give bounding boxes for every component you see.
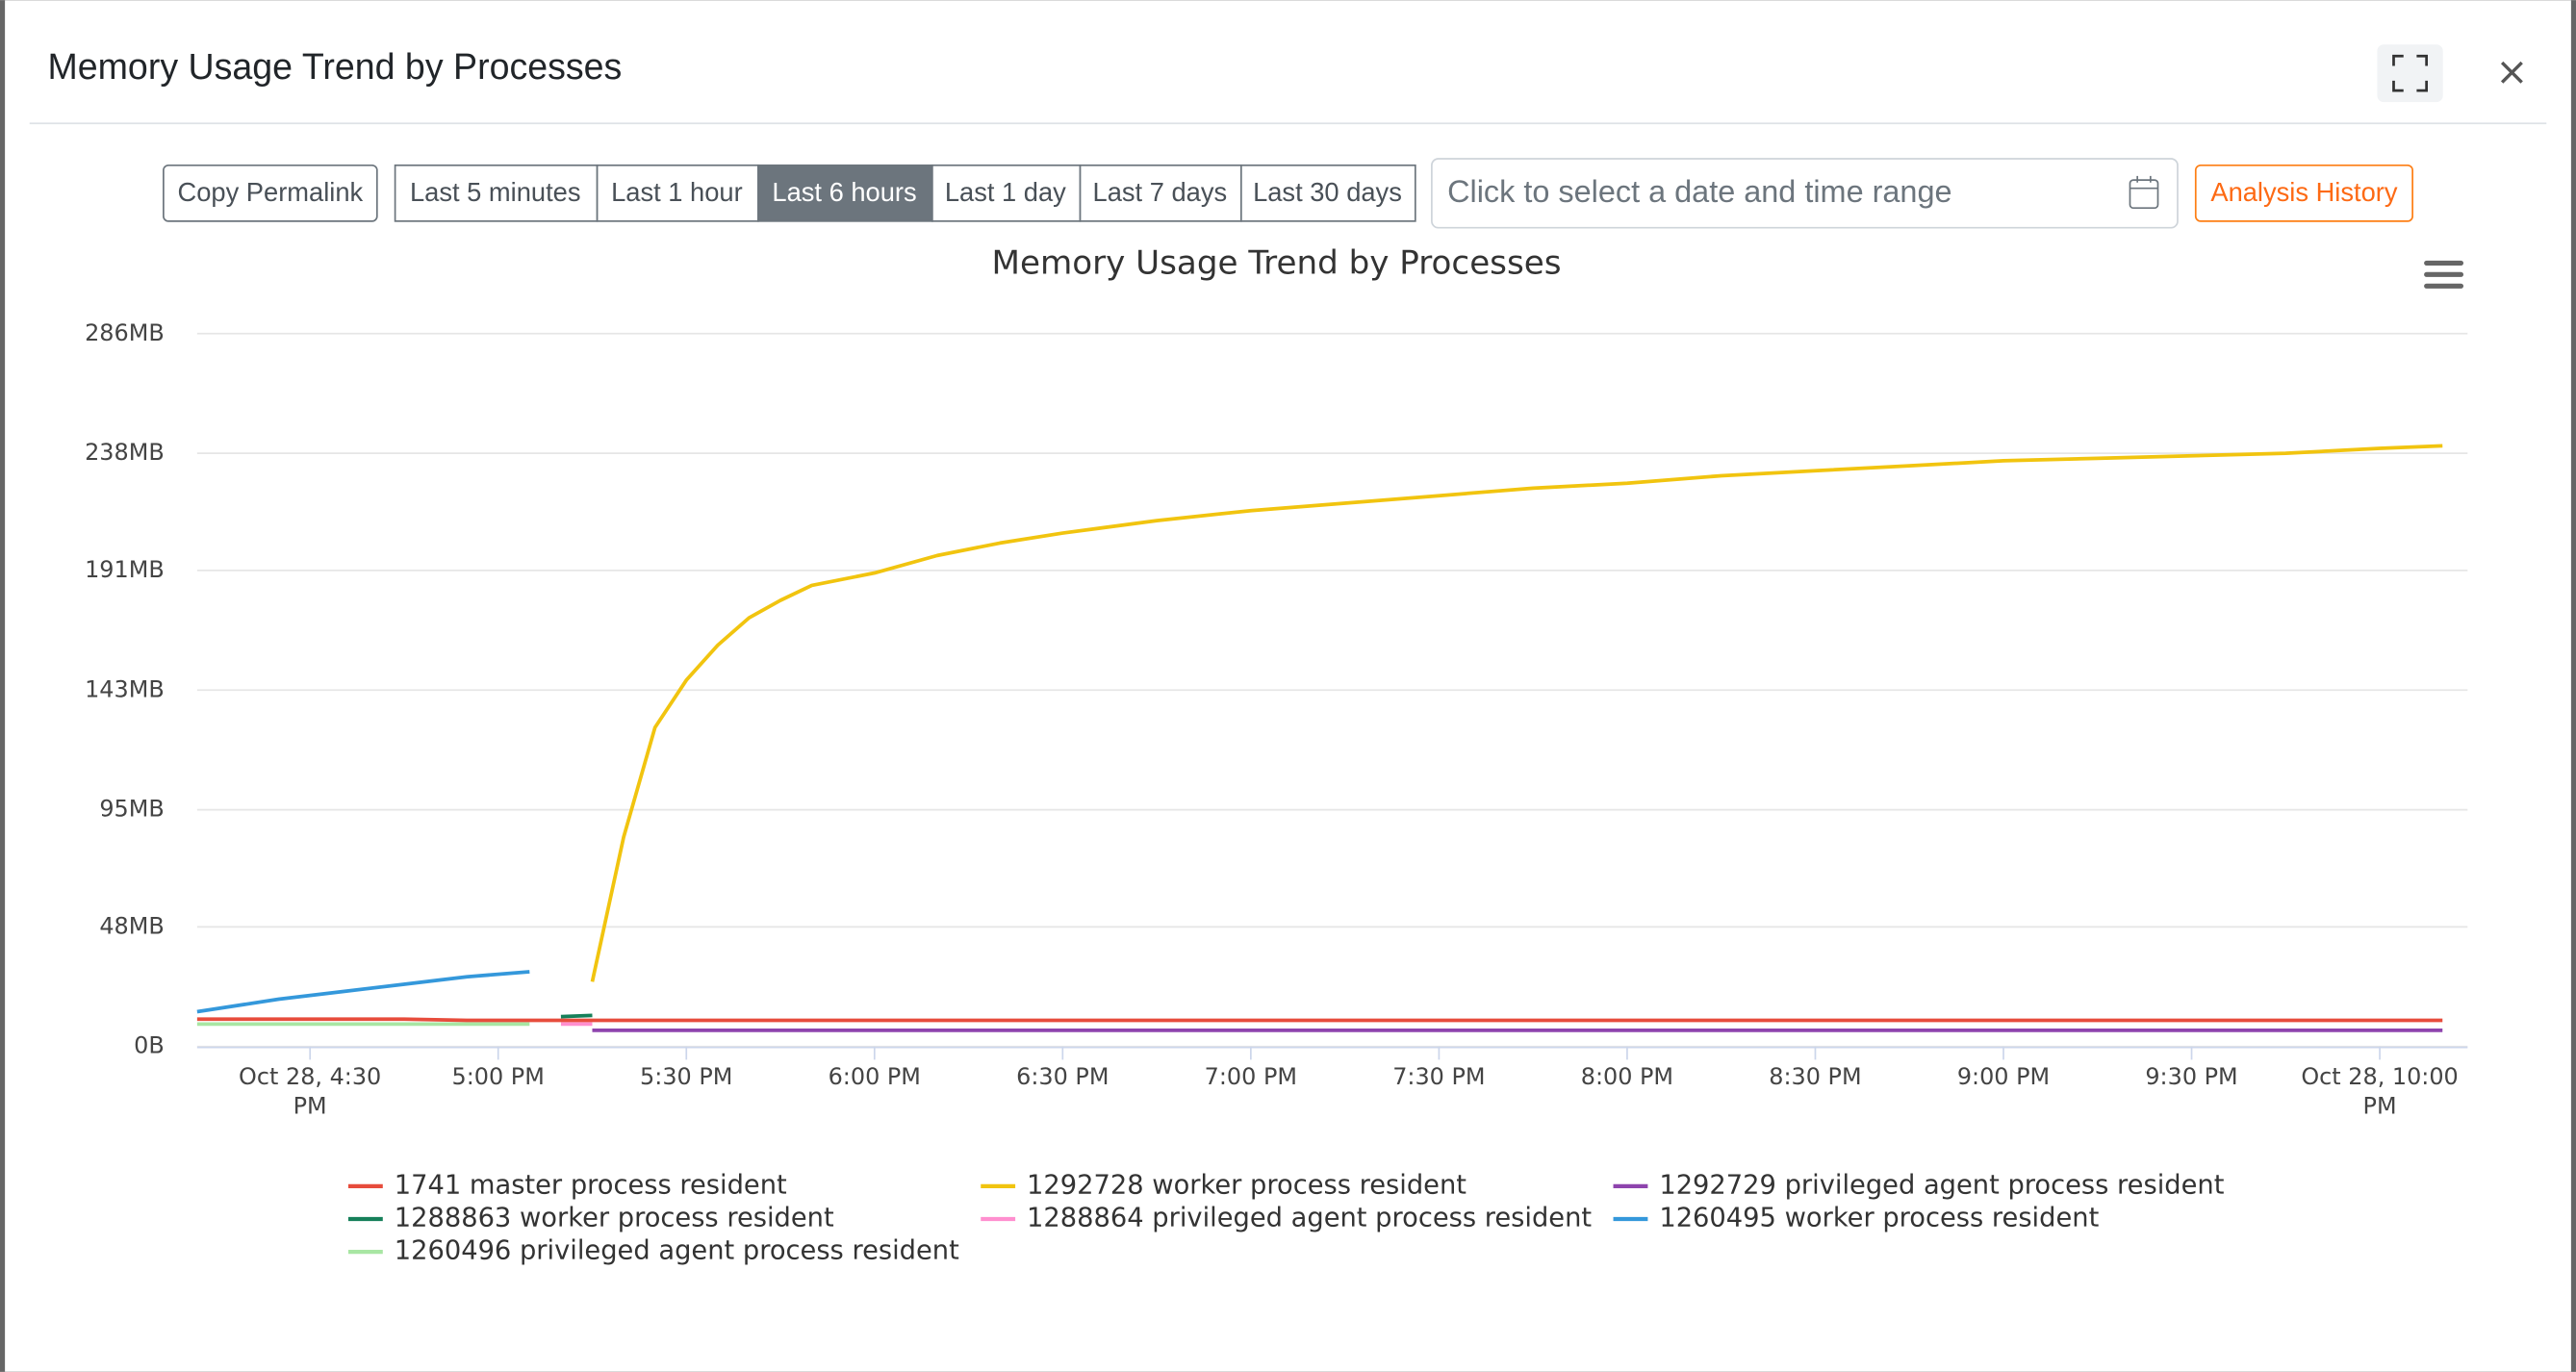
x-tick-label: 5:30 PM [640,1064,733,1091]
legend-item[interactable]: 1260495 worker process resident [1613,1204,2100,1233]
legend-item[interactable]: 1741 master process resident [347,1170,787,1200]
legend-label: 1288863 worker process resident [395,1204,834,1233]
range-button[interactable]: Last 6 hours [757,164,933,222]
range-button[interactable]: Last 5 minutes [394,164,599,222]
button-label: Last 5 minutes [410,177,581,207]
x-tick-label-box: 9:00 PM [1956,1064,2051,1091]
range-button-box [1239,164,1416,222]
x-tick-label-box: 7:30 PM [1392,1064,1486,1091]
date-placeholder: Click to select a date and time range [1447,174,1951,209]
button-label: Last 7 days [1093,177,1228,207]
button-label: Last 1 hour [611,177,743,207]
x-tick-label-box: 6:00 PM [828,1064,921,1091]
fullscreen-button[interactable] [2377,44,2443,103]
legend-item[interactable]: 1292728 worker process resident [981,1170,1467,1200]
x-tick-label-box: Oct 28, 4:30 PM [239,1064,382,1121]
range-button[interactable]: Last 30 days [1239,164,1416,222]
x-tick-label: 5:00 PM [451,1064,545,1091]
legend-label: 1292728 worker process resident [1027,1170,1467,1200]
y-tick-label: 191MB [85,556,165,583]
y-tick-label: 143MB [85,675,165,702]
analysis-history-button[interactable]: Analysis History [2194,164,2413,222]
legend-label: 1741 master process resident [395,1170,787,1200]
y-tick-label: 48MB [99,912,164,939]
x-tick-label-box: 7:00 PM [1204,1064,1297,1091]
range-button[interactable]: Last 1 hour [596,164,759,222]
legend-label: 1260495 worker process resident [1659,1204,2099,1233]
range-button-box [596,164,759,222]
copy-permalink-button[interactable]: Copy Permalink [163,164,378,222]
button-label: Last 1 day [945,177,1066,207]
x-tick-label: 8:30 PM [1769,1064,1862,1091]
chart-menu[interactable] [2424,260,2464,289]
x-tick-label-box: 5:00 PM [451,1064,545,1091]
series-line [196,1017,2443,1023]
x-tick-label-box: Oct 28, 10:00 PM [2301,1064,2459,1121]
range-group: Last 5 minutes Last 1 hour Last 6 hours Las… [394,164,1416,222]
range-button-box [757,164,933,222]
modal-edge [0,0,6,1372]
modal-edge [2570,0,2576,1372]
range-button[interactable]: Last 1 day [931,164,1082,222]
chart-title: Memory Usage Trend by Processes [992,244,1562,283]
button-label: Analysis History [2210,177,2398,207]
x-tick-label: 9:00 PM [1956,1064,2051,1091]
x-tick-label: 6:00 PM [828,1064,921,1091]
x-tick-label: Oct 28, 10:00 PM [2301,1064,2459,1121]
button-label: Last 6 hours [772,177,916,207]
x-tick-label: 9:30 PM [2145,1064,2238,1091]
series-line [196,970,530,1014]
x-tick-label: 7:30 PM [1392,1064,1486,1091]
date-range-input[interactable]: Click to select a date and time range [1431,158,2179,229]
legend-label: 1260496 privileged agent process residen… [395,1236,959,1266]
y-tick-label: 95MB [99,796,164,823]
range-button-box [931,164,1082,222]
x-tick-label-box: 8:30 PM [1769,1064,1862,1091]
plot: 0B 48MB 95MB 143MB 191MB 238MB 286MB Oct 28, 4:… [85,319,2468,1121]
legend-item[interactable]: 1288863 worker process resident [347,1204,834,1233]
x-tick-label: Oct 28, 4:30 PM [239,1064,382,1121]
range-button-box [1079,164,1242,222]
button-label: Last 30 days [1253,177,1402,207]
y-tick-label: 238MB [85,439,165,466]
x-tick-label: 8:00 PM [1580,1064,1674,1091]
legend-item[interactable]: 1288864 privileged agent process residen… [981,1204,1592,1233]
legend-label: 1288864 privileged agent process residen… [1027,1204,1592,1233]
x-tick-label: 7:00 PM [1204,1064,1297,1091]
x-tick-label-box: 5:30 PM [640,1064,733,1091]
legend-label: 1292729 privileged agent process residen… [1659,1170,2224,1200]
series-line [590,444,2443,982]
close-button[interactable] [2500,61,2523,84]
modal-title: Memory Usage Trend by Processes [48,46,623,87]
legend-item[interactable]: 1292729 privileged agent process residen… [1613,1170,2225,1200]
range-button[interactable]: Last 7 days [1079,164,1242,222]
x-tick-label-box: 9:30 PM [2145,1064,2238,1091]
x-tick-label-box: 6:30 PM [1016,1064,1109,1091]
series-line [560,1013,593,1019]
y-tick-label: 286MB [85,319,165,346]
x-tick-label: 6:30 PM [1016,1064,1109,1091]
y-tick-label: 0B [134,1032,165,1059]
legend-item[interactable]: 1260496 privileged agent process residen… [347,1236,959,1266]
button-label: Copy Permalink [178,177,364,207]
x-tick-label-box: 8:00 PM [1580,1064,1674,1091]
